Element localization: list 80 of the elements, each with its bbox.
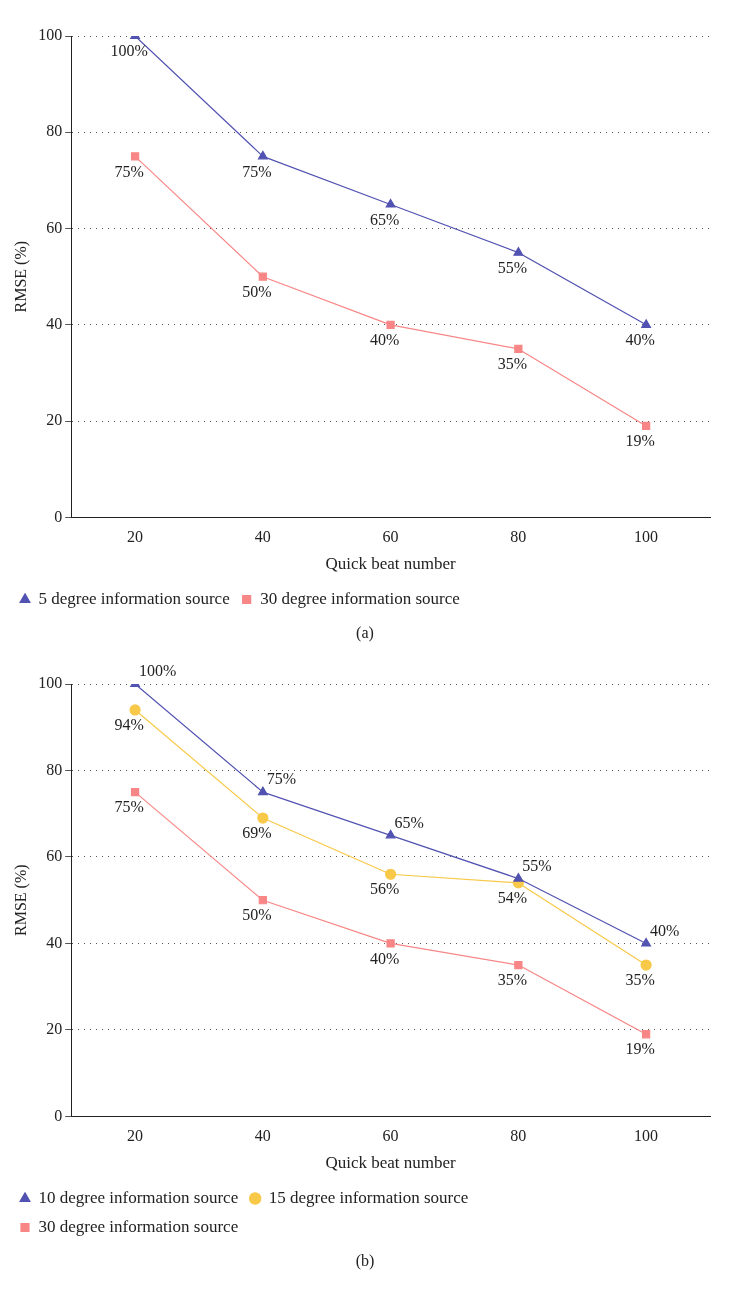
- x-axis-title: Quick beat number: [325, 1153, 457, 1173]
- data-label: 75%: [114, 798, 144, 816]
- data-label: 75%: [114, 162, 144, 180]
- point: [641, 937, 652, 947]
- data-label: 54%: [497, 889, 528, 907]
- data-label: 65%: [369, 210, 400, 228]
- data-label: 55%: [497, 258, 528, 276]
- point: [257, 786, 268, 796]
- y-tick-label: 60: [46, 847, 63, 865]
- data-label: 100%: [139, 662, 177, 680]
- data-label: 19%: [625, 1040, 655, 1058]
- data-label: 65%: [394, 813, 424, 831]
- data-label: 50%: [242, 282, 272, 300]
- x-tick-label: 80: [510, 1127, 527, 1145]
- point: [640, 959, 652, 971]
- text: (b): [354, 1252, 376, 1270]
- y-axis-title: RMSE (%): [11, 240, 30, 313]
- legend-label: 30 degree information source: [38, 1216, 239, 1236]
- x-tick-label: 20: [127, 528, 144, 546]
- point: [641, 421, 651, 431]
- y-axis-title: RMSE (%): [11, 864, 30, 936]
- point: [385, 829, 396, 839]
- point: [386, 320, 395, 329]
- point: [514, 960, 523, 970]
- y-tick-label: 20: [46, 411, 63, 429]
- point: [386, 939, 395, 948]
- y-tick-label: 0: [54, 507, 63, 525]
- y-tick-label: 20: [46, 1020, 63, 1038]
- point: [513, 247, 524, 256]
- data-label: 40%: [625, 331, 655, 349]
- point: [513, 872, 524, 882]
- point: [130, 787, 140, 797]
- x-tick-label: 60: [382, 1127, 399, 1145]
- point: [514, 344, 523, 354]
- data-label: 50%: [242, 906, 272, 924]
- data-label: 40%: [369, 949, 400, 967]
- x-tick-label: 100: [634, 528, 659, 546]
- legend-label: 5 degree information source: [38, 588, 230, 608]
- y-tick-label: 0: [54, 1106, 63, 1124]
- data-label: 100%: [110, 42, 148, 60]
- y-tick-label: 60: [46, 218, 63, 236]
- x-tick-label: 40: [254, 1127, 271, 1145]
- data-label: 40%: [369, 331, 400, 349]
- point: [641, 1030, 651, 1039]
- data-label: 35%: [497, 355, 528, 373]
- y-tick-label: 100: [38, 674, 63, 692]
- y-tick-label: 40: [46, 933, 63, 951]
- legend-label: 30 degree information source: [260, 588, 460, 608]
- data-label: 55%: [522, 856, 552, 874]
- data-label: 19%: [625, 432, 655, 450]
- text: (a): [355, 624, 375, 642]
- x-tick-label: 40: [254, 528, 271, 546]
- legend-label: 15 degree information source: [268, 1187, 469, 1207]
- x-axis-title: Quick beat number: [325, 554, 457, 574]
- point: [641, 319, 652, 328]
- x-tick-label: 100: [634, 1127, 659, 1145]
- x-tick-label: 20: [127, 1127, 144, 1145]
- data-label: 35%: [497, 971, 528, 989]
- point: [258, 896, 267, 905]
- x-tick-label: 80: [510, 528, 527, 546]
- data-label: 40%: [650, 921, 680, 939]
- data-label: 94%: [114, 716, 144, 734]
- point: [385, 198, 396, 208]
- data-label: 35%: [625, 971, 655, 989]
- y-tick-label: 40: [46, 315, 63, 333]
- data-label: 75%: [266, 770, 297, 788]
- y-tick-label: 80: [46, 122, 63, 140]
- legend-label: 10 degree information source: [38, 1187, 239, 1207]
- point: [129, 704, 141, 716]
- point: [385, 868, 397, 880]
- point: [257, 150, 268, 160]
- point: [258, 272, 267, 281]
- x-tick-label: 60: [382, 528, 399, 546]
- data-label: 75%: [242, 162, 272, 180]
- data-label: 69%: [242, 824, 272, 842]
- y-tick-label: 100: [38, 26, 63, 44]
- y-tick-label: 80: [46, 760, 63, 778]
- point: [257, 812, 269, 824]
- point: [130, 152, 140, 161]
- data-label: 56%: [369, 880, 400, 898]
